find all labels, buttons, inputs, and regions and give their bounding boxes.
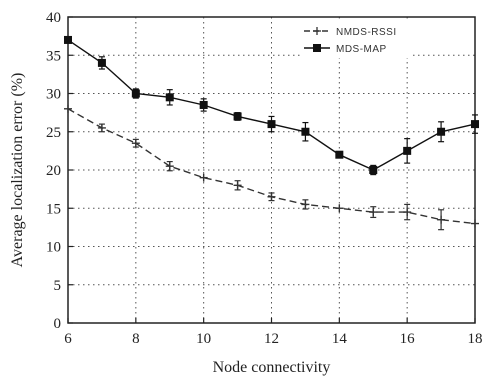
data-point bbox=[199, 100, 208, 109]
y-tick-label: 20 bbox=[46, 163, 61, 179]
y-tick-label: 30 bbox=[46, 87, 61, 103]
x-tick-label: 12 bbox=[264, 331, 279, 347]
legend-marker bbox=[313, 44, 321, 52]
y-tick-label: 15 bbox=[46, 201, 61, 217]
series bbox=[64, 35, 479, 231]
y-tick-label: 0 bbox=[54, 316, 62, 332]
data-point bbox=[233, 112, 242, 121]
y-tick-label: 5 bbox=[54, 278, 62, 294]
data-point bbox=[437, 127, 446, 136]
data-point bbox=[131, 89, 140, 98]
ticks: 6 8 10 12 14 16 18 0 5 10 15 20 25 30 35 40 bbox=[46, 10, 483, 347]
data-point bbox=[403, 146, 412, 155]
legend: NMDS-RSSI MDS-MAP bbox=[300, 20, 410, 58]
y-tick-label: 40 bbox=[46, 10, 61, 26]
legend-item: NMDS-RSSI bbox=[304, 27, 397, 38]
data-point bbox=[301, 127, 310, 136]
x-axis-label: Node connectivity bbox=[213, 359, 331, 376]
legend-label: NMDS-RSSI bbox=[336, 27, 397, 38]
legend-item: MDS-MAP bbox=[304, 44, 387, 55]
data-point bbox=[335, 150, 344, 159]
series-line bbox=[67, 39, 476, 171]
data-point bbox=[64, 35, 72, 44]
y-tick-label: 35 bbox=[46, 48, 61, 64]
series-mds-map bbox=[64, 35, 479, 176]
y-tick-label: 25 bbox=[46, 125, 61, 141]
data-point bbox=[471, 120, 479, 129]
x-tick-label: 8 bbox=[132, 331, 140, 347]
grid bbox=[68, 17, 475, 323]
y-axis-label: Average localization error (%) bbox=[9, 73, 26, 268]
data-point bbox=[165, 93, 174, 102]
x-tick-label: 10 bbox=[196, 331, 211, 347]
y-tick-label: 10 bbox=[46, 240, 61, 256]
x-tick-label: 14 bbox=[332, 331, 348, 347]
data-point bbox=[97, 58, 106, 67]
x-tick-label: 18 bbox=[468, 331, 483, 347]
series-nmds-rssi bbox=[64, 104, 479, 231]
legend-label: MDS-MAP bbox=[336, 44, 387, 55]
data-point bbox=[369, 166, 378, 174]
data-point bbox=[267, 120, 276, 129]
x-tick-label: 16 bbox=[400, 331, 416, 347]
x-tick-label: 6 bbox=[64, 331, 72, 347]
